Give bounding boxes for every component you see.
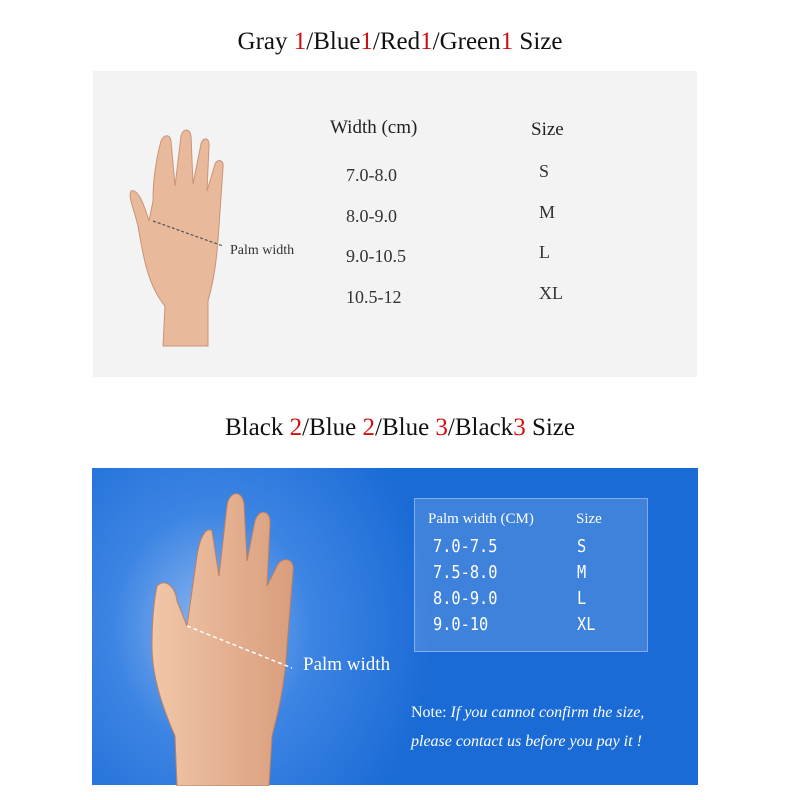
title-part: /Blue <box>375 414 436 441</box>
row-size: L <box>577 588 587 609</box>
palm-width-label: Palm width <box>230 243 295 258</box>
row-size: XL <box>539 283 563 303</box>
note-line-1: Note: If you cannot confirm the size, <box>411 704 644 722</box>
row-size: XL <box>577 614 596 635</box>
row-width: 9.0-10.5 <box>346 246 406 266</box>
title-part: 2 <box>289 414 303 441</box>
size-chart-panel-2: Palm width Palm width (CM) Size 7.0-7.5 … <box>92 468 698 786</box>
size-table: Palm width (CM) Size 7.0-7.5 S 7.5-8.0 M 8… <box>414 498 648 652</box>
title-part: Size <box>513 28 563 55</box>
row-size: S <box>539 161 550 181</box>
title-part: 3 <box>435 414 448 441</box>
title-part: Black <box>225 414 290 441</box>
header-width: Width (cm) <box>330 117 418 138</box>
hand-photo <box>151 493 294 786</box>
row-width: 8.0-9.0 <box>346 206 397 226</box>
title-part: 1 <box>500 28 514 55</box>
palm-width-label: Palm width <box>303 654 391 675</box>
title-part: 2 <box>362 414 376 441</box>
size-chart-panel-1: Palm width Width (cm) Size 7.0-8.0 S 8.0-… <box>93 71 697 377</box>
note-line-2: please contact us before you pay it ! <box>411 733 642 751</box>
row-width: 7.5-8.0 <box>433 562 498 583</box>
row-size: L <box>539 242 550 262</box>
title-part: 1 <box>293 28 307 55</box>
title-part: /Blue <box>302 414 363 441</box>
header-size: Size <box>531 119 564 140</box>
row-size: S <box>577 536 587 557</box>
row-width: 9.0-10 <box>433 614 489 635</box>
title-part: /Green <box>432 28 501 55</box>
note-text-2: please contact us before you pay it ! <box>411 733 642 750</box>
row-width: 7.0-8.0 <box>346 165 397 185</box>
title-part: 3 <box>513 414 526 441</box>
title-part: 1 <box>420 28 433 55</box>
header-size: Size <box>576 511 602 527</box>
title-part: /Black <box>447 414 514 441</box>
row-width: 10.5-12 <box>346 287 402 307</box>
title-part: Gray <box>237 28 294 55</box>
row-width: 8.0-9.0 <box>433 588 498 609</box>
title-part: /Red <box>372 28 421 55</box>
section1-title: Gray 1/Blue1/Red1/Green1 Size <box>0 28 800 56</box>
note-label: Note: <box>411 704 447 721</box>
row-size: M <box>539 202 556 222</box>
hand-illustration <box>129 129 224 347</box>
row-size: M <box>577 562 587 583</box>
header-width: Palm width (CM) <box>428 511 534 527</box>
row-width: 7.0-7.5 <box>433 536 498 557</box>
section2-title: Black 2/Blue 2/Blue 3/Black3 Size <box>0 414 800 442</box>
note-text: If you cannot confirm the size, <box>450 704 645 721</box>
title-part: /Blue <box>306 28 361 55</box>
title-part: Size <box>525 414 575 441</box>
title-part: 1 <box>360 28 373 55</box>
